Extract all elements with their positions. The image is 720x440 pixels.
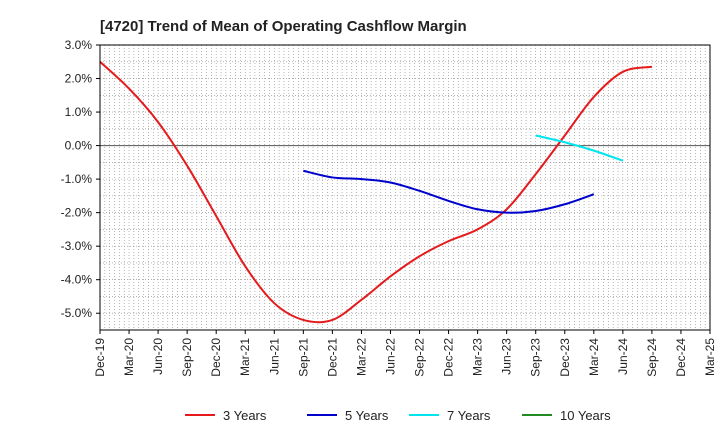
y-tick-label: 0.0%: [65, 139, 93, 153]
series-line-7-years: [535, 134, 624, 162]
series-line-3-years: [99, 61, 653, 324]
x-tick-label: Jun-22: [383, 338, 397, 375]
x-tick-label: Sep-24: [645, 338, 659, 377]
x-tick-label: Mar-20: [122, 338, 136, 376]
legend-label-10-years: 10 Years: [560, 408, 611, 423]
y-tick-label: 2.0%: [65, 72, 93, 86]
x-tick-label: Mar-25: [703, 338, 717, 376]
legend-label-3-years: 3 Years: [223, 408, 267, 423]
x-tick-label: Jun-20: [151, 338, 165, 375]
y-tick-label: -2.0%: [61, 206, 93, 220]
y-tick-label: -4.0%: [61, 273, 93, 287]
x-tick-label: Dec-24: [674, 338, 688, 377]
x-tick-label: Mar-21: [238, 338, 252, 376]
x-tick-label: Jun-21: [267, 338, 281, 375]
chart-title: [4720] Trend of Mean of Operating Cashfl…: [100, 18, 467, 35]
legend: 3 Years 5 Years 7 Years 10 Years: [185, 408, 611, 423]
x-tick-label: Dec-20: [209, 338, 223, 377]
x-tick-label: Sep-20: [180, 338, 194, 377]
x-tick-label: Dec-19: [93, 338, 107, 377]
y-tick-label: -3.0%: [61, 239, 93, 253]
grid: [100, 44, 710, 331]
legend-label-5-years: 5 Years: [345, 408, 389, 423]
x-tick-label: Dec-23: [558, 338, 572, 377]
x-tick-label: Mar-22: [354, 338, 368, 376]
x-tick-label: Sep-22: [413, 338, 427, 377]
series-line-5-years: [303, 169, 595, 214]
x-tick-label: Dec-21: [325, 338, 339, 377]
x-tick-label: Dec-22: [442, 338, 456, 377]
x-tick-label: Mar-24: [587, 338, 601, 376]
y-tick-label: 3.0%: [65, 38, 93, 52]
axes: 3.0% 2.0% 1.0% 0.0% -1.0% -2.0% -3.0% -4.0% -5.0…: [61, 38, 717, 377]
x-tick-label: Sep-23: [529, 338, 543, 377]
plot-frame: [99, 44, 711, 331]
y-tick-label: -1.0%: [61, 172, 93, 186]
x-tick-label: Jun-24: [616, 338, 630, 375]
x-tick-label: Mar-23: [471, 338, 485, 376]
series-lines: [99, 61, 653, 324]
y-tick-label: -5.0%: [61, 306, 93, 320]
y-tick-label: 1.0%: [65, 105, 93, 119]
legend-label-7-years: 7 Years: [447, 408, 491, 423]
x-tick-label: Sep-21: [296, 338, 310, 377]
x-tick-label: Jun-23: [500, 338, 514, 375]
